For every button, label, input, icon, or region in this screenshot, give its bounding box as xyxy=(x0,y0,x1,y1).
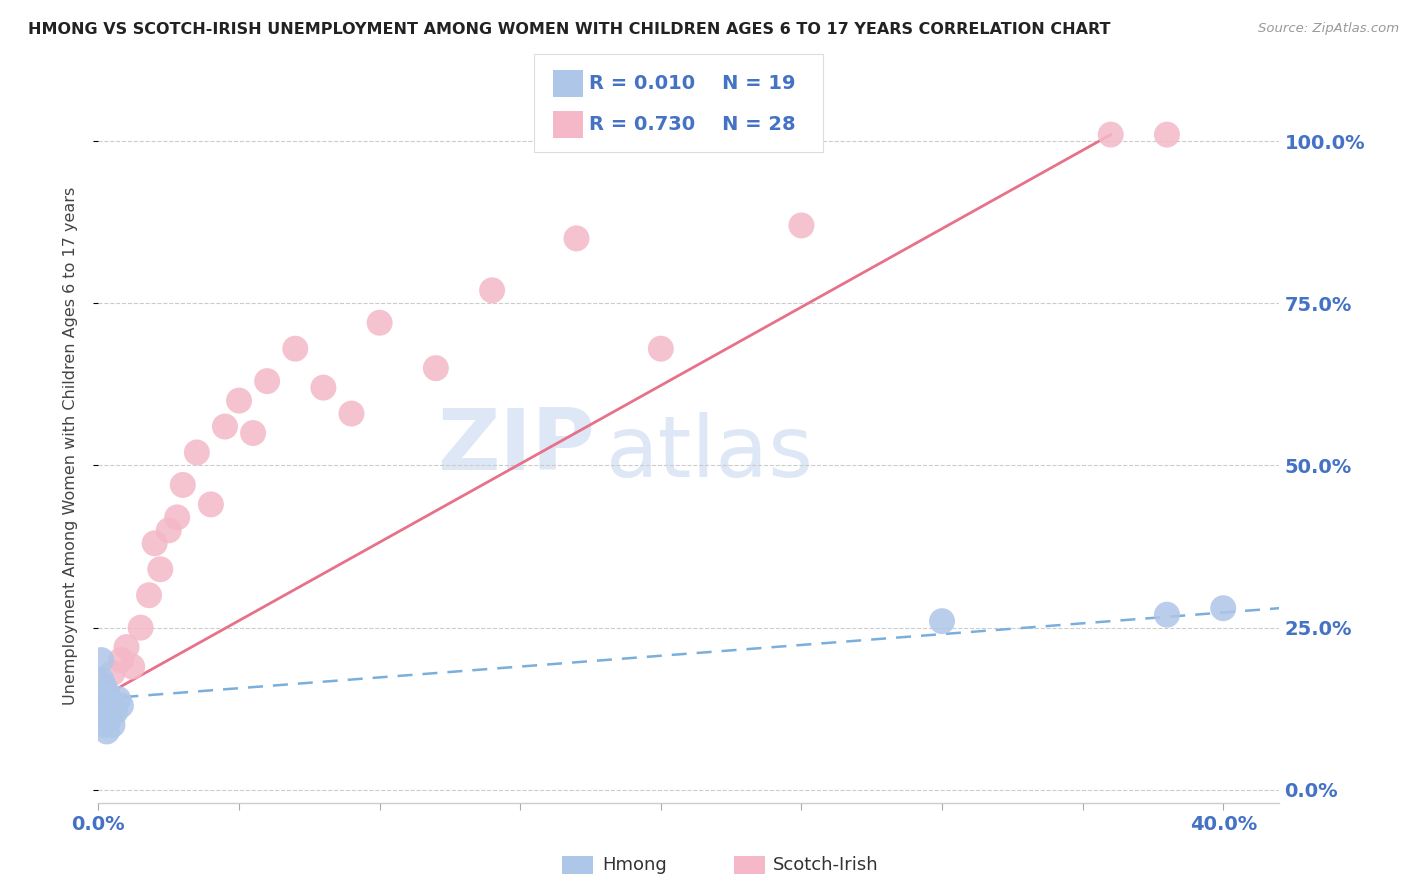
Point xyxy=(256,374,278,388)
Point xyxy=(121,659,143,673)
Point xyxy=(93,698,115,713)
Point xyxy=(107,692,129,706)
Point xyxy=(790,219,813,233)
Point xyxy=(368,316,391,330)
Point xyxy=(1099,128,1122,142)
Point xyxy=(340,407,363,421)
Point xyxy=(93,718,115,732)
Point xyxy=(110,653,132,667)
Point xyxy=(200,497,222,511)
Text: ZIP: ZIP xyxy=(437,404,595,488)
Point xyxy=(312,381,335,395)
Text: atlas: atlas xyxy=(606,411,814,495)
Point xyxy=(1212,601,1234,615)
Point xyxy=(101,666,124,681)
Text: Scotch-Irish: Scotch-Irish xyxy=(773,856,879,874)
Point xyxy=(425,361,447,376)
Point xyxy=(565,231,588,245)
Point xyxy=(242,425,264,440)
Point xyxy=(101,698,124,713)
Point xyxy=(1156,607,1178,622)
Point xyxy=(157,524,180,538)
Text: R = 0.730    N = 28: R = 0.730 N = 28 xyxy=(589,115,796,135)
Point xyxy=(214,419,236,434)
Point xyxy=(284,342,307,356)
Point xyxy=(98,692,121,706)
Point xyxy=(228,393,250,408)
Text: Hmong: Hmong xyxy=(602,856,666,874)
Point xyxy=(172,478,194,492)
Point xyxy=(650,342,672,356)
Point xyxy=(96,705,118,719)
Point xyxy=(143,536,166,550)
Point xyxy=(1156,128,1178,142)
Point xyxy=(104,705,127,719)
Point xyxy=(93,679,115,693)
Point xyxy=(149,562,172,576)
Text: HMONG VS SCOTCH-IRISH UNEMPLOYMENT AMONG WOMEN WITH CHILDREN AGES 6 TO 17 YEARS : HMONG VS SCOTCH-IRISH UNEMPLOYMENT AMONG… xyxy=(28,22,1111,37)
Point xyxy=(90,653,112,667)
Point xyxy=(90,673,112,687)
Point xyxy=(115,640,138,654)
Point xyxy=(96,724,118,739)
Point xyxy=(129,621,152,635)
Point xyxy=(166,510,188,524)
Point xyxy=(90,692,112,706)
Point xyxy=(110,698,132,713)
Point xyxy=(186,445,208,459)
Point xyxy=(138,588,160,602)
Text: Source: ZipAtlas.com: Source: ZipAtlas.com xyxy=(1258,22,1399,36)
Point xyxy=(931,614,953,628)
Point xyxy=(96,685,118,699)
Point xyxy=(101,718,124,732)
Text: R = 0.010    N = 19: R = 0.010 N = 19 xyxy=(589,74,796,94)
Point xyxy=(481,283,503,297)
Point xyxy=(98,711,121,725)
Y-axis label: Unemployment Among Women with Children Ages 6 to 17 years: Unemployment Among Women with Children A… xyxy=(63,187,77,705)
